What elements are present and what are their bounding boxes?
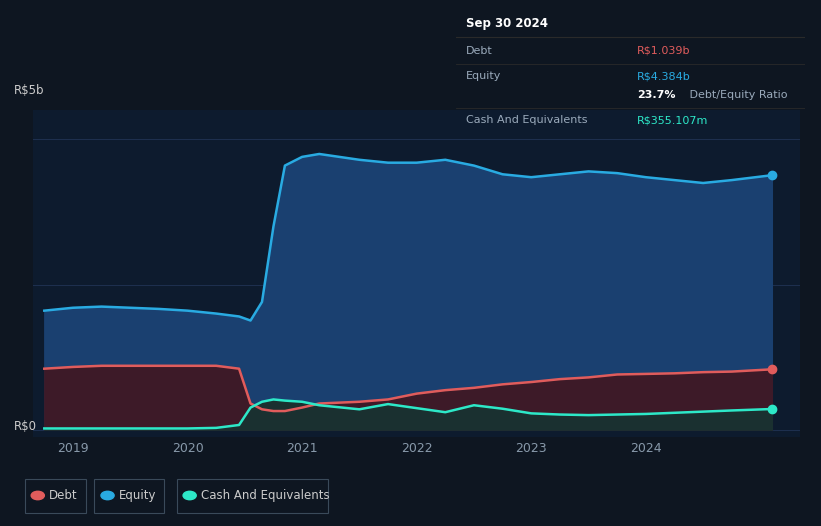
Text: Equity: Equity	[119, 489, 157, 502]
Text: 23.7%: 23.7%	[637, 90, 676, 100]
Text: Debt: Debt	[49, 489, 78, 502]
Text: Cash And Equivalents: Cash And Equivalents	[466, 116, 588, 126]
Text: R$5b: R$5b	[14, 84, 44, 97]
Text: Debt: Debt	[466, 46, 493, 56]
Text: R$355.107m: R$355.107m	[637, 116, 709, 126]
Text: R$1.039b: R$1.039b	[637, 46, 690, 56]
Text: Cash And Equivalents: Cash And Equivalents	[201, 489, 330, 502]
Text: R$4.384b: R$4.384b	[637, 71, 690, 81]
Text: R$0: R$0	[14, 420, 37, 433]
Text: Sep 30 2024: Sep 30 2024	[466, 17, 548, 30]
Text: Equity: Equity	[466, 71, 502, 81]
Text: Debt/Equity Ratio: Debt/Equity Ratio	[686, 90, 787, 100]
